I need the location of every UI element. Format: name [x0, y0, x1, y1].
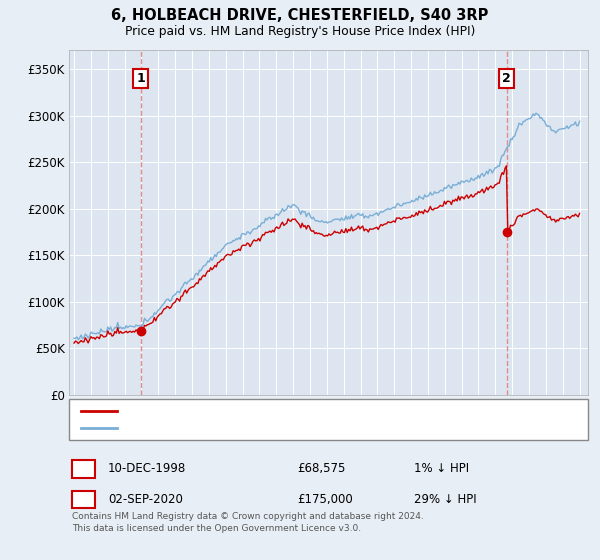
Text: £68,575: £68,575: [297, 462, 346, 475]
Text: 6, HOLBEACH DRIVE, CHESTERFIELD, S40 3RP: 6, HOLBEACH DRIVE, CHESTERFIELD, S40 3RP: [112, 8, 488, 24]
Text: HPI: Average price, detached house, Chesterfield: HPI: Average price, detached house, Ches…: [126, 423, 395, 433]
Text: 2: 2: [79, 493, 88, 506]
Text: Contains HM Land Registry data © Crown copyright and database right 2024.
This d: Contains HM Land Registry data © Crown c…: [72, 512, 424, 533]
Text: 02-SEP-2020: 02-SEP-2020: [108, 493, 183, 506]
Text: 29% ↓ HPI: 29% ↓ HPI: [414, 493, 476, 506]
Text: 1: 1: [79, 462, 88, 475]
Text: 1% ↓ HPI: 1% ↓ HPI: [414, 462, 469, 475]
Text: Price paid vs. HM Land Registry's House Price Index (HPI): Price paid vs. HM Land Registry's House …: [125, 25, 475, 38]
Text: £175,000: £175,000: [297, 493, 353, 506]
Text: 6, HOLBEACH DRIVE, CHESTERFIELD, S40 3RP (detached house): 6, HOLBEACH DRIVE, CHESTERFIELD, S40 3RP…: [126, 405, 478, 416]
Text: 10-DEC-1998: 10-DEC-1998: [108, 462, 186, 475]
Text: 2: 2: [502, 72, 511, 85]
Text: 1: 1: [136, 72, 145, 85]
